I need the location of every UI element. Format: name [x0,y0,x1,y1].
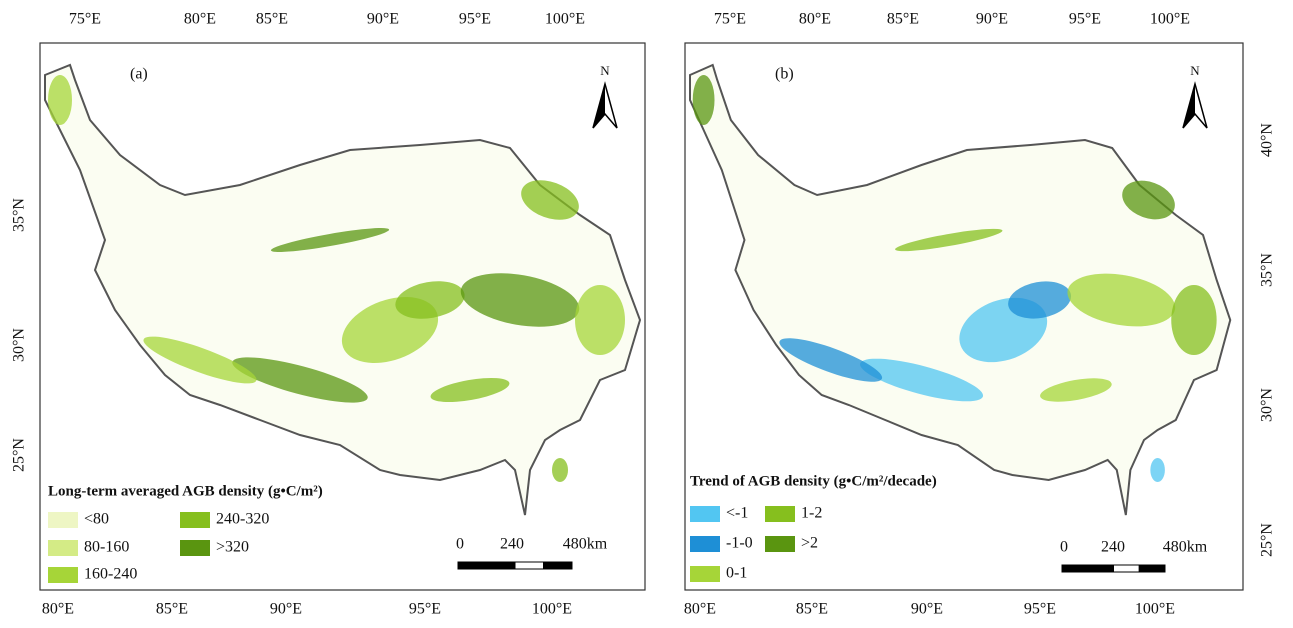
bottom-tick-label: 95°E [1024,601,1056,618]
top-tick-label: 85°E [887,11,919,28]
scale-bar [457,561,487,570]
vegetation-patch [1008,281,1072,319]
vegetation-patch [552,458,568,482]
scale-label: 240 [500,536,524,553]
top-tick-label: 100°E [1150,11,1190,28]
scale-bar [1087,564,1114,573]
side-tick-label: 30°N [11,328,28,362]
vegetation-patch [143,336,257,384]
bottom-tick-label: 100°E [1135,601,1175,618]
north-arrow-half [593,84,605,128]
top-tick-label: 95°E [459,11,491,28]
bottom-tick-label: 80°E [42,601,74,618]
top-tick-label: 80°E [799,11,831,28]
top-tick-label: 95°E [1069,11,1101,28]
top-tick-label: 90°E [367,11,399,28]
vegetation-patch [460,273,580,327]
scale-bar [1138,564,1166,573]
top-tick-label: 75°E [69,11,101,28]
map-area [689,63,1232,516]
legend-label: 80-160 [84,539,129,556]
scale-bar [1061,564,1089,573]
vegetation-patch [270,228,390,252]
legend-swatch [765,536,795,552]
top-tick-label: 100°E [545,11,585,28]
legend-swatch [48,567,78,583]
vegetation-patch [779,338,883,382]
legend-swatch [48,512,78,528]
map-area [44,63,642,516]
legend-label: -1-0 [726,535,753,552]
legend-swatch [180,512,210,528]
legend-label: >320 [216,539,249,556]
legend-swatch [690,506,720,522]
bottom-tick-label: 100°E [532,601,572,618]
legend-label: >2 [801,535,818,552]
side-tick-label: 30°N [1259,388,1276,422]
legend-label: <-1 [726,505,748,522]
vegetation-patch [1122,180,1175,220]
vegetation-patch [692,75,715,125]
legend-swatch [690,536,720,552]
north-label: N [1190,63,1200,78]
top-tick-label: 80°E [184,11,216,28]
legend-label: 240-320 [216,511,269,528]
scale-label: 240 [1101,539,1125,556]
scale-label: 0 [1060,539,1068,556]
legend-title: Trend of AGB density (g•C/m²/decade) [690,473,937,489]
bottom-tick-label: 80°E [684,601,716,618]
legend-swatch [765,506,795,522]
legend-label: <80 [84,511,109,528]
scale-label: 480km [563,536,608,553]
vegetation-patch [232,357,368,403]
legend-swatch [180,540,210,556]
region-outline [44,63,642,516]
vegetation-patch [575,285,625,355]
bottom-tick-label: 85°E [796,601,828,618]
side-tick-label: 25°N [11,438,28,472]
legend-title: Long-term averaged AGB density (g•C/m²) [48,483,323,499]
legend-label: 0-1 [726,565,747,582]
vegetation-patch [1150,458,1165,482]
legend-label: 160-240 [84,566,137,583]
side-tick-label: 25°N [1259,523,1276,557]
legend-swatch [690,566,720,582]
scale-bar [1113,564,1140,573]
scale-bar [514,561,544,570]
side-tick-label: 40°N [1259,123,1276,157]
vegetation-patch [521,180,579,220]
scale-label: 480km [1163,539,1208,556]
vegetation-patch [430,377,510,403]
vegetation-patch [1171,285,1217,355]
scale-bar [543,561,573,570]
legend-swatch [48,540,78,556]
panel-label: (a) [130,66,148,83]
bottom-tick-label: 90°E [911,601,943,618]
bottom-tick-label: 95°E [409,601,441,618]
scale-label: 0 [456,536,464,553]
vegetation-patch [1067,273,1176,327]
panel-label: (b) [775,66,794,83]
vegetation-patch [48,75,72,125]
bottom-tick-label: 85°E [156,601,188,618]
vegetation-patch [895,228,1003,252]
north-arrow-half [1183,84,1195,128]
vegetation-patch [860,358,984,402]
top-tick-label: 75°E [714,11,746,28]
legend-label: 1-2 [801,505,822,522]
bottom-tick-label: 90°E [270,601,302,618]
vegetation-patch [1040,378,1112,402]
side-tick-label: 35°N [1259,253,1276,287]
top-tick-label: 90°E [976,11,1008,28]
top-tick-label: 85°E [256,11,288,28]
scale-bar [486,561,516,570]
side-tick-label: 35°N [11,198,28,232]
vegetation-patch [395,281,465,319]
region-outline [689,63,1232,516]
north-label: N [600,63,610,78]
